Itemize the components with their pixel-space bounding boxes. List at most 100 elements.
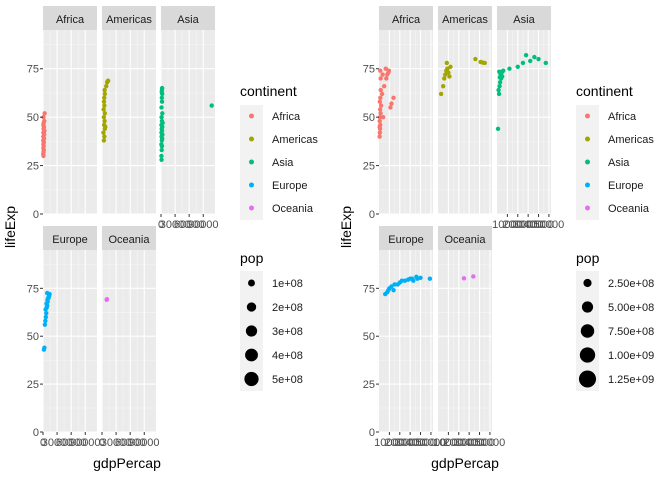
facet-strip-label: Africa	[56, 14, 85, 26]
legend-label: 7.50e+08	[608, 326, 654, 338]
legend-label: 5.00e+08	[608, 302, 654, 314]
x-tick-label: 90000	[129, 437, 160, 449]
x-tick-label: 30000	[395, 437, 426, 449]
data-point	[438, 91, 444, 97]
panel-background	[161, 30, 215, 214]
data-point	[389, 101, 394, 106]
data-point	[44, 311, 49, 316]
x-tick-label: 10000	[492, 219, 523, 231]
legend-key-dot	[249, 182, 254, 188]
x-tick-label: 60000	[174, 219, 205, 231]
x-axis-title: gdpPercap	[93, 455, 161, 471]
data-point	[507, 66, 512, 71]
data-point	[391, 95, 396, 100]
data-point	[378, 76, 383, 81]
y-tick-label: 0	[33, 209, 39, 221]
data-point	[102, 111, 108, 116]
x-tick-label: 50000	[475, 437, 506, 449]
legend-label: 1.25e+09	[608, 374, 654, 386]
legend-label: 4e+08	[272, 350, 303, 362]
legend-key-dot	[249, 159, 254, 165]
facet-strip	[497, 6, 551, 30]
y-tick-label: 75	[363, 64, 375, 76]
panel-background	[497, 30, 551, 214]
data-point	[523, 52, 529, 58]
data-point	[159, 147, 164, 153]
data-point	[444, 60, 450, 66]
panel-background	[379, 250, 433, 432]
x-tick-label: 30000	[160, 219, 191, 231]
facet-panel-asia: Asia	[495, 6, 551, 215]
data-point	[42, 111, 47, 116]
data-point	[380, 72, 385, 77]
x-tick-label: 90000	[70, 437, 101, 449]
data-point	[209, 103, 214, 108]
data-point	[482, 60, 487, 66]
legend-key-dot	[585, 182, 590, 188]
x-tick-label: 40000	[405, 437, 436, 449]
x-tick-label: 40000	[523, 219, 554, 231]
data-point	[101, 99, 107, 104]
data-point	[102, 87, 107, 93]
data-point	[496, 87, 501, 93]
data-point	[104, 83, 109, 89]
data-point	[378, 111, 383, 116]
data-point	[42, 322, 48, 327]
data-point	[528, 58, 533, 64]
legend-key-dot	[581, 301, 594, 313]
x-tick-label: 90000	[188, 219, 219, 231]
data-point	[399, 278, 405, 283]
data-point	[159, 99, 165, 104]
facet-panel-oceania: Oceania	[101, 226, 156, 433]
data-point	[159, 95, 165, 100]
legend-pop: pop 1e+08 2e+08 3e+08 4e+08 5e+08	[240, 250, 303, 391]
data-point	[101, 130, 106, 135]
legend-key-dot	[245, 348, 258, 362]
y-tick-label: 25	[363, 379, 375, 391]
facet-strip-label: Oceania	[445, 234, 487, 246]
data-point	[515, 64, 520, 70]
y-tick-label: 0	[369, 427, 375, 439]
legend-label: Americas	[272, 134, 318, 146]
data-point	[45, 290, 50, 296]
data-point	[378, 103, 384, 108]
panel-background	[43, 250, 97, 432]
facet-panel-europe: Europe	[41, 226, 97, 433]
data-point	[159, 153, 164, 159]
legend-title: pop	[576, 250, 600, 266]
legend-label: 3e+08	[272, 326, 303, 338]
data-point	[103, 124, 108, 130]
data-point	[497, 80, 503, 85]
x-axis-title: gdpPercap	[431, 455, 499, 471]
facet-strip-label: Oceania	[109, 234, 151, 246]
x-tick-label: 30000	[42, 437, 73, 449]
facet-strip	[379, 226, 433, 250]
data-point	[497, 83, 502, 89]
data-point	[377, 99, 383, 104]
legend-key-dot	[246, 302, 257, 312]
data-point	[440, 83, 446, 89]
legend-label: Asia	[272, 157, 294, 169]
data-point	[473, 56, 478, 62]
panel-background	[438, 250, 492, 432]
data-point	[377, 107, 383, 112]
facet-strip	[43, 226, 97, 250]
x-tick-label: 20000	[384, 437, 415, 449]
legend-label: 1.00e+09	[608, 350, 654, 362]
legend-label: Americas	[608, 134, 654, 146]
legend-label: Africa	[608, 111, 637, 123]
legend-key-dot	[244, 371, 259, 387]
data-point	[501, 68, 506, 73]
facet-strip	[438, 6, 492, 30]
legend-key-dot	[580, 324, 595, 338]
x-tick-label: 20000	[443, 437, 474, 449]
y-tick-label: 75	[27, 64, 39, 76]
data-point	[384, 76, 389, 81]
data-point	[532, 54, 537, 60]
data-point	[381, 83, 387, 89]
y-tick-label: 0	[369, 209, 375, 221]
legend-key-dot	[249, 205, 254, 211]
data-point	[379, 91, 385, 97]
data-point	[159, 118, 165, 124]
